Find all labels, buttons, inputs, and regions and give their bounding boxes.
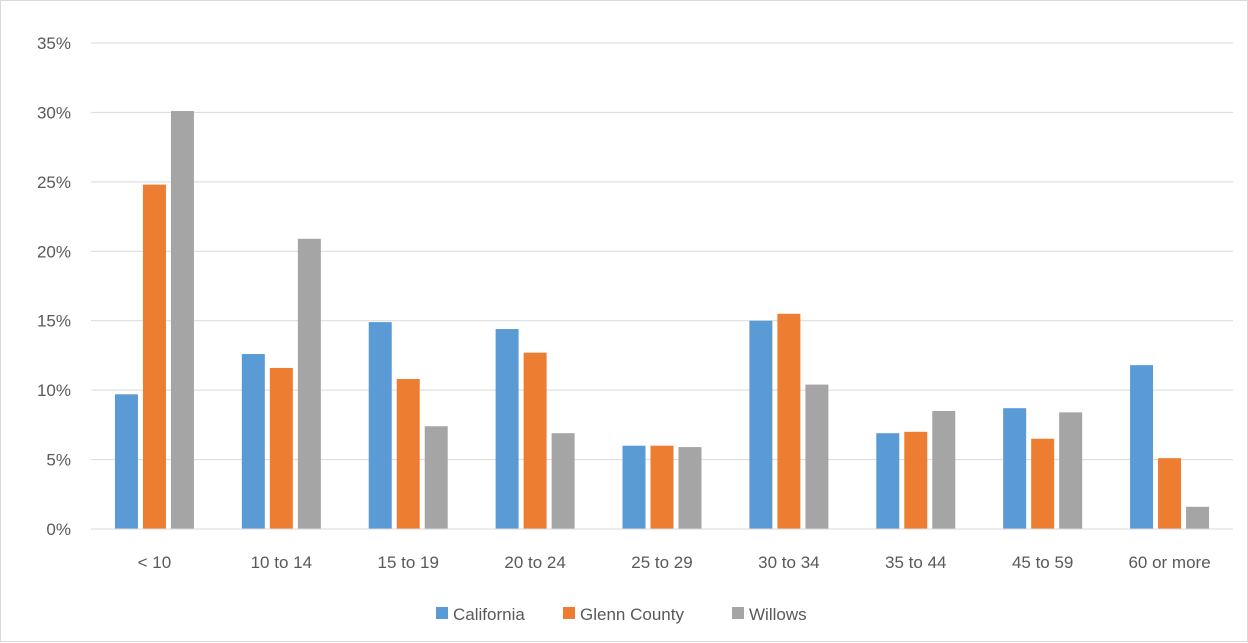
y-tick-label: 5%	[46, 451, 71, 470]
bar-willows	[424, 426, 448, 529]
legend-label: Willows	[749, 605, 807, 624]
bar-willows	[805, 384, 829, 529]
bar-willows	[1186, 506, 1210, 529]
bar-willows	[551, 433, 575, 529]
legend: California Glenn County Willows	[436, 605, 807, 624]
bars	[114, 111, 1210, 530]
bar-california	[749, 320, 773, 529]
y-tick-label: 20%	[37, 242, 71, 261]
bar-california	[876, 433, 900, 529]
bar-glenn-county	[777, 313, 801, 529]
bar-willows	[932, 410, 956, 529]
x-tick-label: 30 to 34	[758, 553, 819, 572]
y-tick-label: 30%	[37, 103, 71, 122]
x-tick-label: < 10	[138, 553, 172, 572]
legend-swatch	[563, 607, 575, 619]
bar-glenn-county	[904, 431, 928, 529]
legend-swatch	[436, 607, 448, 619]
x-tick-label: 15 to 19	[377, 553, 438, 572]
bar-glenn-county	[142, 184, 166, 530]
bar-california	[114, 394, 138, 529]
x-tick-label: 60 or more	[1128, 553, 1210, 572]
legend-swatch	[732, 607, 744, 619]
bar-willows	[1059, 412, 1083, 529]
bar-glenn-county	[523, 352, 547, 529]
bar-california	[1130, 365, 1154, 529]
bar-willows	[678, 447, 702, 529]
x-tick-label: 45 to 59	[1012, 553, 1073, 572]
bar-california	[622, 445, 646, 529]
legend-label: California	[453, 605, 525, 624]
y-axis-ticks: 0% 5% 10% 15% 20% 25% 30% 35%	[37, 34, 71, 539]
legend-label: Glenn County	[580, 605, 684, 624]
y-tick-label: 0%	[46, 520, 71, 539]
bar-glenn-county	[650, 445, 674, 529]
x-tick-label: 20 to 24	[504, 553, 565, 572]
bar-glenn-county	[396, 379, 420, 529]
y-tick-label: 15%	[37, 312, 71, 331]
bar-california	[368, 322, 392, 529]
y-tick-label: 35%	[37, 34, 71, 53]
x-axis-labels: < 10 10 to 14 15 to 19 20 to 24 25 to 29 30 t…	[138, 553, 1211, 572]
x-tick-label: 10 to 14	[251, 553, 312, 572]
bar-willows	[170, 111, 194, 529]
x-tick-label: 25 to 29	[631, 553, 692, 572]
bar-california	[1003, 408, 1027, 529]
bar-willows	[297, 238, 321, 529]
bar-california	[495, 329, 519, 529]
bar-glenn-county	[269, 367, 293, 529]
y-tick-label: 10%	[37, 381, 71, 400]
y-tick-label: 25%	[37, 173, 71, 192]
bar-glenn-county	[1031, 438, 1055, 529]
bar-glenn-county	[1158, 458, 1182, 529]
bar-california	[241, 354, 265, 529]
x-tick-label: 35 to 44	[885, 553, 946, 572]
